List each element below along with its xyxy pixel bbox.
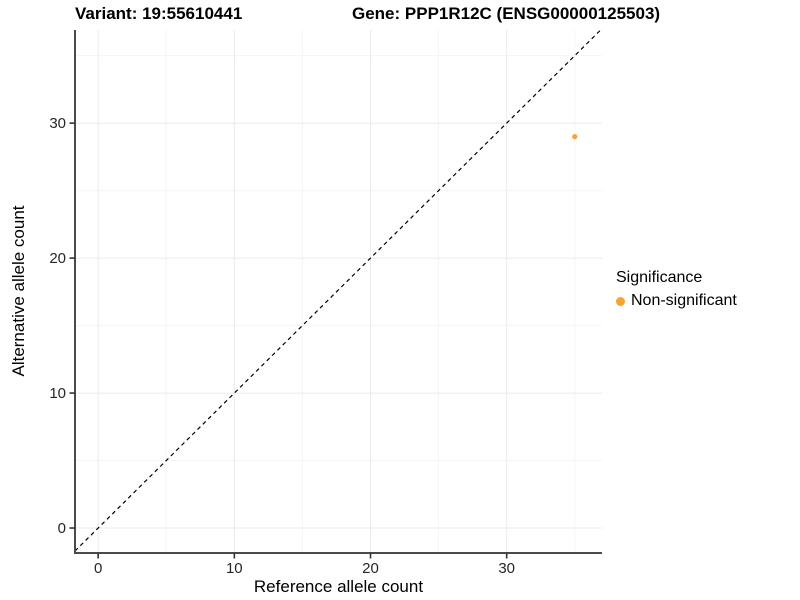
variant-title: Variant: 19:55610441 [75,4,243,23]
legend-key-dot [616,296,625,306]
x-axis-title: Reference allele count [253,577,424,596]
y-tick-label: 20 [49,250,66,267]
identity-dashed-line [74,29,602,552]
legend-title: Significance [616,269,703,286]
legend-item-non-significant: Non-significant [616,292,737,310]
x-tick-label: 20 [362,560,379,577]
x-tick-label: 10 [226,560,243,577]
legend: Significance Non-significant [616,269,737,310]
y-tick-label: 0 [58,520,66,537]
y-axis-title: Alternative allele count [9,205,28,377]
legend-item-label: Non-significant [631,292,737,309]
x-tick-label: 30 [498,560,515,577]
y-tick-label: 30 [49,115,66,132]
gene-title: Gene: PPP1R12C (ENSG00000125503) [352,4,661,23]
y-tick-label: 10 [49,385,66,402]
x-tick-label: 0 [94,560,102,577]
data-point [572,134,578,140]
